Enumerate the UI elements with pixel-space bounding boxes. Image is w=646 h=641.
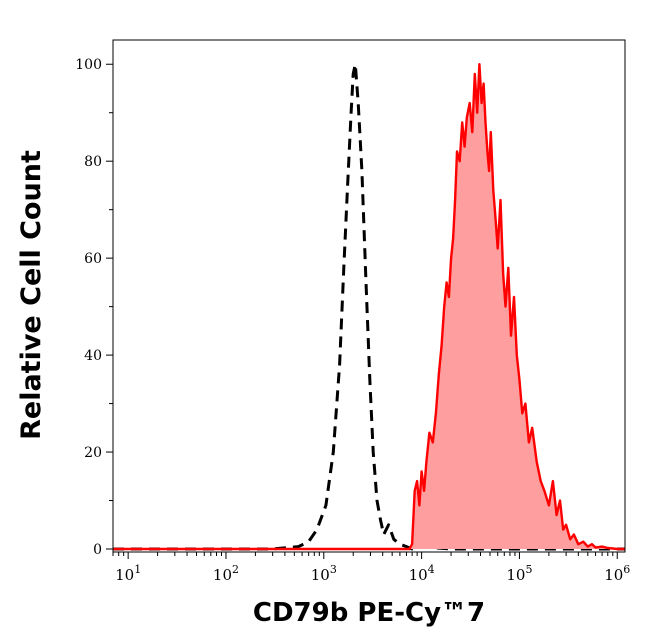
series-1-line — [113, 63, 625, 551]
y-tick-label: 0 — [93, 542, 102, 558]
x-tick-label: 102 — [213, 563, 239, 584]
x-tick-label: 104 — [409, 563, 435, 584]
y-tick-label: 60 — [84, 251, 102, 267]
series-0-line — [113, 62, 625, 551]
y-tick-label: 40 — [84, 348, 102, 364]
y-axis-title: Relative Cell Count — [16, 150, 47, 440]
x-tick-label: 106 — [604, 563, 630, 584]
series-1-area — [113, 64, 625, 549]
ticks-layer: 0 20 40 60 80 100 101 102 103 104 105 106 — [75, 57, 630, 584]
x-tick-label: 101 — [115, 563, 141, 584]
x-tick-label: 105 — [506, 563, 532, 584]
y-tick-label: 20 — [84, 445, 102, 461]
y-tick-label: 100 — [75, 57, 102, 73]
plot-frame — [112, 39, 626, 553]
x-axis-title: CD79b PE-Cy™7 — [253, 598, 485, 628]
series-layer — [113, 62, 625, 551]
x-tick-label: 103 — [311, 563, 337, 584]
y-tick-label: 80 — [84, 154, 102, 170]
